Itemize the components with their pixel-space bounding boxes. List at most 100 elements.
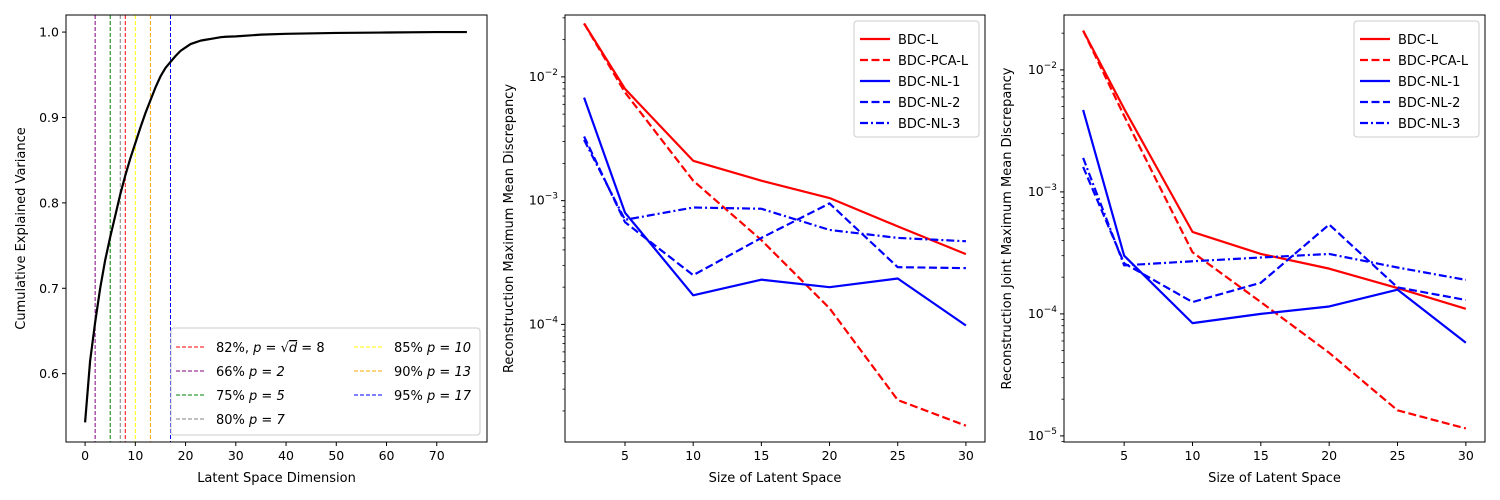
x-tick-label: 70	[429, 448, 445, 463]
series-line-bdc-nl-3	[1082, 157, 1467, 281]
series-line-bdc-l	[583, 22, 967, 256]
x-tick-label: 15	[753, 448, 769, 463]
y-tick-exponent: −3	[545, 192, 558, 202]
series-line-bdc-l	[1082, 30, 1467, 310]
y-tick-exponent: −4	[545, 315, 559, 325]
legend-box	[853, 20, 980, 138]
axes-frame	[65, 14, 488, 443]
legend-math: p = 13	[426, 365, 471, 380]
y-tick-label: 10−2	[1028, 61, 1057, 77]
legend-label: BDC-PCA-L	[898, 54, 969, 69]
x-axis-label: Size of Latent Space	[709, 471, 842, 486]
y-axis-label: Cumulative Explained Variance	[14, 127, 29, 329]
legend-math: p = 2	[248, 365, 285, 380]
legend-box	[1353, 20, 1480, 138]
series-line-bdc-nl-1	[583, 97, 967, 327]
y-tick-exponent: −2	[545, 68, 558, 78]
cumulative-variance-panel: 0 10 20 30 40 50 60 70 0.6 0.7 0.8 0.9 1.0 Latent Spa…	[14, 14, 488, 486]
legend-label: BDC-L	[898, 33, 939, 48]
y-tick-label: 10−3	[1028, 183, 1057, 199]
y-tick-exponent: −5	[1044, 427, 1057, 437]
y-tick-label: 0.7	[39, 281, 59, 296]
x-tick-label: 40	[278, 448, 294, 463]
y-axis-label: Reconstruction Joint Maximum Mean Discre…	[1000, 67, 1015, 389]
y-tick-label: 0.6	[39, 366, 59, 381]
x-tick-label: 20	[822, 448, 838, 463]
legend-label: 82%, p = √d = 8	[216, 341, 325, 356]
cumulative-variance-curve	[83, 30, 467, 423]
x-tick-label: 30	[1458, 448, 1474, 463]
legend-pct: 85%	[394, 341, 423, 356]
legend-label: 66% p = 2	[216, 365, 285, 380]
legend-label: BDC-NL-1	[898, 75, 960, 90]
x-tick-label: 60	[379, 448, 395, 463]
legend: BDC-L BDC-PCA-L BDC-NL-1 BDC-NL-2 BDC-NL-3	[1353, 20, 1480, 138]
x-tick-label: 20	[1321, 448, 1337, 463]
mmd-panel: 5 10 15 20 25 30 10−4 10−3 10−2 Size of Latent Sp…	[502, 14, 986, 486]
y-axis-label: Reconstruction Maximum Mean Discrepancy	[502, 84, 517, 373]
legend-label: 85% p = 10	[394, 341, 471, 356]
x-tick-label: 25	[1390, 448, 1406, 463]
x-tick-label: 30	[228, 448, 244, 463]
sqrt-d: d	[289, 341, 298, 356]
legend-label: 80% p = 7	[216, 413, 285, 428]
legend: BDC-L BDC-PCA-L BDC-NL-1 BDC-NL-2 BDC-NL-3	[853, 20, 980, 138]
y-tick-label: 10−3	[529, 192, 558, 208]
x-tick-label: 5	[621, 448, 629, 463]
legend-math: p = 7	[248, 413, 285, 428]
y-tick-exponent: −2	[1044, 61, 1057, 71]
series-line-bdc-nl-1	[1082, 109, 1467, 344]
y-tick-label: 0.8	[39, 195, 59, 210]
y-tick-label: 10−5	[1028, 427, 1057, 443]
x-tick-label: 10	[1185, 448, 1201, 463]
x-tick-label: 10	[685, 448, 701, 463]
y-tick-label: 1.0	[39, 25, 59, 40]
legend-label: BDC-PCA-L	[1398, 54, 1469, 69]
legend-pct: 95%	[394, 389, 423, 404]
x-tick-label: 0	[81, 448, 89, 463]
x-tick-label: 15	[1253, 448, 1269, 463]
sqrt-sign: √	[281, 341, 290, 356]
legend-pct: 82%	[216, 341, 245, 356]
series-line-bdc-nl-2	[583, 136, 966, 277]
legend-label: 90% p = 13	[394, 365, 471, 380]
x-tick-label: 5	[1120, 448, 1128, 463]
legend-math: p = 10	[426, 341, 471, 356]
legend-label: BDC-L	[1398, 33, 1439, 48]
y-tick-label: 10−4	[529, 315, 558, 331]
legend-label: BDC-NL-1	[1398, 75, 1460, 90]
series-line-bdc-pca-l	[583, 22, 967, 427]
series-line-bdc-nl-3	[583, 139, 966, 243]
legend-pct: 66%	[216, 365, 245, 380]
y-tick-label: 10−2	[529, 68, 558, 84]
y-tick-exponent: −4	[1044, 305, 1058, 315]
legend-box	[170, 327, 481, 436]
legend-label: BDC-NL-3	[1398, 117, 1460, 132]
legend-label: BDC-NL-3	[898, 117, 960, 132]
legend-label: BDC-NL-2	[1398, 96, 1460, 111]
legend-label: 95% p = 17	[394, 389, 472, 404]
legend-math: p =	[252, 341, 280, 356]
legend-value: = 8	[297, 341, 324, 356]
x-tick-label: 20	[178, 448, 194, 463]
y-tick-exponent: −3	[1044, 183, 1057, 193]
legend: 82%, p = √d = 866% p = 275% p = 580% p =…	[170, 327, 481, 436]
legend-pct: 75%	[216, 389, 245, 404]
x-axis-label: Size of Latent Space	[1208, 471, 1341, 486]
legend-label: BDC-NL-2	[898, 96, 960, 111]
x-tick-label: 25	[890, 448, 906, 463]
legend-math: p = 17	[426, 389, 472, 404]
x-tick-label: 10	[127, 448, 143, 463]
x-axis-label: Latent Space Dimension	[197, 471, 356, 486]
y-tick-label: 10−4	[1028, 305, 1057, 321]
x-tick-label: 50	[328, 448, 344, 463]
y-tick-label: 0.9	[39, 110, 59, 125]
legend-pct: 80%	[216, 413, 245, 428]
legend-math: p = 5	[248, 389, 285, 404]
legend-pct: 90%	[394, 365, 423, 380]
legend-label: 75% p = 5	[216, 389, 285, 404]
joint-mmd-panel: 5 10 15 20 25 30 10−5 10−4 10−3 10−2 Size of Laten…	[1000, 14, 1486, 486]
series-line-bdc-pca-l	[1082, 30, 1467, 430]
x-tick-label: 30	[958, 448, 974, 463]
